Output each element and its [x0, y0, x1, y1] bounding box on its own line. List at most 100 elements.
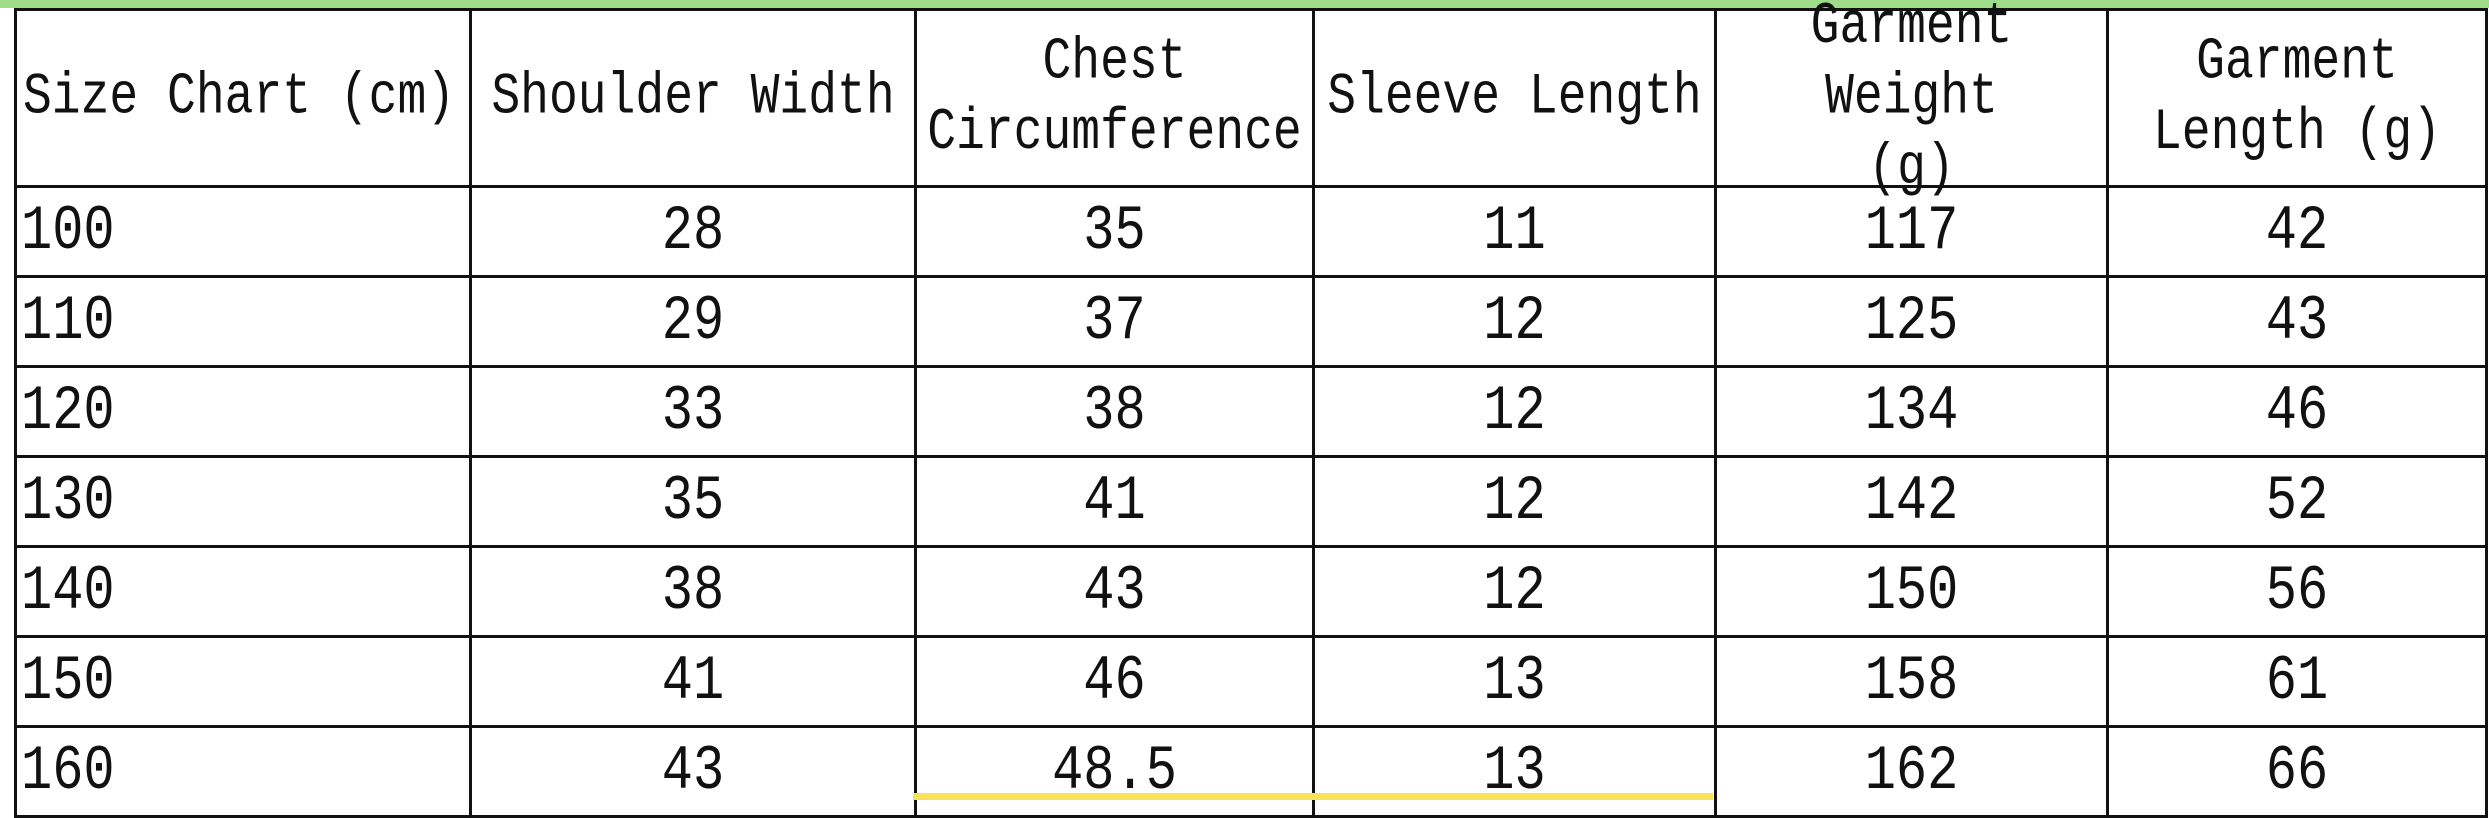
cell-text: 28: [661, 195, 725, 268]
cell-size: 140: [14, 545, 472, 638]
cell-sleeve-length: 13: [1312, 635, 1717, 728]
cell-shoulder-width: 43: [469, 725, 917, 818]
table-row: 140 38 43 12 150 56: [14, 545, 2488, 638]
header-chest-circumference: Chest Circumference: [914, 8, 1315, 188]
header-row: Size Chart (cm) Shoulder Width Chest Circum…: [14, 0, 2488, 202]
cell-garment-weight: 142: [1714, 455, 2109, 548]
cell-garment-weight: 162: [1714, 725, 2109, 818]
size-chart-table: Size Chart (cm) Shoulder Width Chest Circum…: [14, 0, 2488, 818]
cell-text: 35: [1083, 195, 1146, 268]
header-sleeve-length: Sleeve Length: [1312, 8, 1717, 188]
top-green-strip: [0, 0, 2489, 8]
cell-text: 150: [1864, 555, 1959, 628]
cell-garment-length: 52: [2106, 455, 2488, 548]
header-shoulder-width: Shoulder Width: [469, 8, 917, 188]
cell-text: 29: [661, 285, 725, 358]
cell-text: 12: [1483, 285, 1546, 358]
cell-garment-length: 56: [2106, 545, 2488, 638]
cell-sleeve-length: 12: [1312, 455, 1717, 548]
cell-text: 46: [2265, 375, 2329, 448]
header-text: Shoulder Width: [491, 65, 895, 131]
cell-text: 125: [1864, 285, 1959, 358]
cell-garment-length: 61: [2106, 635, 2488, 728]
cell-text: 100: [21, 195, 115, 268]
cell-text: 66: [2265, 735, 2329, 808]
cell-sleeve-length: 12: [1312, 545, 1717, 638]
table-row: 100 28 35 11 117 42: [14, 185, 2488, 278]
cell-text: 41: [1083, 465, 1146, 538]
cell-chest-circumference: 41: [914, 455, 1315, 548]
cell-text: 134: [1864, 375, 1959, 448]
cell-text: 41: [661, 645, 725, 718]
header-text: (g): [1868, 135, 1955, 202]
cell-chest-circumference: 46: [914, 635, 1315, 728]
cell-text: 38: [661, 555, 725, 628]
header-text: Sleeve Length: [1327, 65, 1702, 131]
cell-garment-weight: 158: [1714, 635, 2109, 728]
cell-shoulder-width: 33: [469, 365, 917, 458]
cell-text: 12: [1483, 465, 1546, 538]
cell-shoulder-width: 38: [469, 545, 917, 638]
cell-text: 130: [21, 465, 115, 538]
cell-size: 150: [14, 635, 472, 728]
cell-shoulder-width: 29: [469, 275, 917, 368]
cell-text: 142: [1864, 465, 1959, 538]
table-row: 110 29 37 12 125 43: [14, 275, 2488, 368]
cell-text: 13: [1483, 645, 1546, 718]
cell-chest-circumference: 37: [914, 275, 1315, 368]
header-size: Size Chart (cm): [14, 8, 472, 188]
header-garment-weight: Garment Weight (g): [1714, 0, 2109, 202]
cell-sleeve-length: 13: [1312, 725, 1717, 818]
cell-text: 35: [661, 465, 725, 538]
cell-garment-length: 66: [2106, 725, 2488, 818]
cell-text: 38: [1083, 375, 1146, 448]
cell-shoulder-width: 28: [469, 185, 917, 278]
cell-garment-length: 46: [2106, 365, 2488, 458]
cell-text: 46: [1083, 645, 1146, 718]
header-text: Length (g): [2152, 100, 2442, 167]
cell-text: 43: [1083, 555, 1146, 628]
cell-text: 11: [1483, 195, 1546, 268]
header-text: Circumference: [927, 100, 1302, 167]
bottom-yellow-highlight: [913, 793, 1713, 800]
cell-chest-circumference: 48.5: [914, 725, 1315, 818]
cell-text: 42: [2265, 195, 2329, 268]
cell-text: 12: [1483, 555, 1546, 628]
table-row: 150 41 46 13 158 61: [14, 635, 2488, 728]
cell-garment-length: 43: [2106, 275, 2488, 368]
cell-text: 160: [21, 735, 115, 808]
cell-garment-weight: 150: [1714, 545, 2109, 638]
cell-text: 158: [1864, 645, 1959, 718]
header-text: Garment: [2196, 29, 2398, 96]
cell-text: 12: [1483, 375, 1546, 448]
cell-shoulder-width: 41: [469, 635, 917, 728]
cell-size: 120: [14, 365, 472, 458]
cell-text: 56: [2265, 555, 2329, 628]
table-row: 160 43 48.5 13 162 66: [14, 725, 2488, 818]
cell-text: 43: [2265, 285, 2329, 358]
cell-text: 43: [661, 735, 725, 808]
cell-garment-weight: 125: [1714, 275, 2109, 368]
table-row: 120 33 38 12 134 46: [14, 365, 2488, 458]
header-text: Chest: [1042, 29, 1187, 96]
cell-text: 52: [2265, 465, 2329, 538]
cell-size: 110: [14, 275, 472, 368]
cell-size: 160: [14, 725, 472, 818]
header-garment-length: Garment Length (g): [2106, 8, 2488, 188]
cell-text: 120: [21, 375, 115, 448]
cell-sleeve-length: 11: [1312, 185, 1717, 278]
cell-text: 33: [661, 375, 725, 448]
cell-size: 100: [14, 185, 472, 278]
cell-chest-circumference: 35: [914, 185, 1315, 278]
cell-text: 110: [21, 285, 115, 358]
cell-shoulder-width: 35: [469, 455, 917, 548]
cell-text: 150: [21, 645, 115, 718]
cell-garment-length: 42: [2106, 185, 2488, 278]
header-text: Garment Weight: [1810, 0, 2013, 131]
header-text: Size Chart (cm): [23, 65, 456, 131]
cell-text: 140: [21, 555, 115, 628]
cell-text: 162: [1864, 735, 1959, 808]
cell-sleeve-length: 12: [1312, 275, 1717, 368]
cell-chest-circumference: 38: [914, 365, 1315, 458]
cell-sleeve-length: 12: [1312, 365, 1717, 458]
